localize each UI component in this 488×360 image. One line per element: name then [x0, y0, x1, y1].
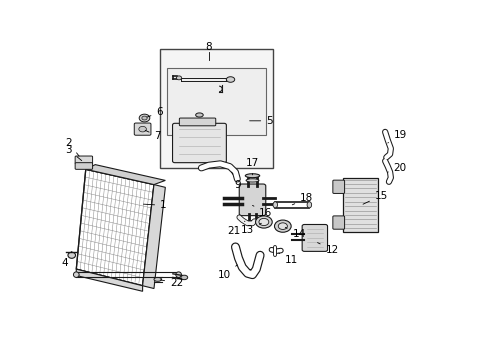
Ellipse shape — [181, 275, 187, 280]
Text: 11: 11 — [278, 253, 298, 265]
Circle shape — [176, 76, 181, 80]
Ellipse shape — [245, 174, 259, 177]
Text: 19: 19 — [387, 130, 406, 143]
Circle shape — [259, 219, 268, 226]
FancyBboxPatch shape — [134, 123, 151, 135]
Ellipse shape — [226, 77, 234, 82]
FancyBboxPatch shape — [239, 184, 265, 216]
Text: 20: 20 — [387, 163, 406, 174]
FancyBboxPatch shape — [179, 118, 215, 126]
Text: 16: 16 — [252, 205, 272, 218]
Ellipse shape — [272, 202, 277, 208]
Polygon shape — [76, 169, 154, 286]
Text: 3: 3 — [65, 145, 81, 161]
Text: 17: 17 — [245, 158, 259, 175]
Text: 1: 1 — [143, 201, 166, 210]
Circle shape — [274, 220, 290, 232]
Text: 18: 18 — [292, 193, 313, 205]
Bar — [167, 68, 265, 135]
Circle shape — [139, 114, 149, 122]
FancyBboxPatch shape — [302, 225, 327, 251]
FancyBboxPatch shape — [332, 180, 344, 193]
Bar — [159, 49, 273, 168]
Text: 21: 21 — [226, 221, 244, 236]
FancyBboxPatch shape — [172, 123, 226, 163]
Text: 22: 22 — [160, 278, 183, 288]
Text: 7: 7 — [145, 130, 161, 141]
Ellipse shape — [73, 272, 79, 278]
Polygon shape — [142, 185, 165, 288]
Ellipse shape — [245, 179, 259, 182]
Text: 4: 4 — [61, 252, 72, 268]
Text: 2: 2 — [65, 138, 79, 156]
Circle shape — [278, 223, 287, 229]
Text: 8: 8 — [205, 42, 212, 52]
Text: 6: 6 — [147, 108, 163, 117]
Text: 10: 10 — [217, 265, 237, 280]
Text: 9: 9 — [231, 172, 240, 190]
Circle shape — [255, 216, 272, 228]
FancyBboxPatch shape — [75, 163, 92, 169]
Bar — [343, 177, 377, 232]
Text: 13: 13 — [241, 223, 261, 235]
Text: 5: 5 — [249, 116, 272, 126]
Text: 15: 15 — [362, 191, 387, 204]
Text: 12: 12 — [317, 243, 338, 255]
Circle shape — [142, 116, 147, 120]
Polygon shape — [76, 269, 142, 291]
Text: 14: 14 — [285, 228, 305, 239]
Circle shape — [139, 126, 146, 132]
Ellipse shape — [306, 202, 311, 208]
FancyBboxPatch shape — [332, 216, 344, 229]
FancyBboxPatch shape — [75, 156, 92, 164]
Ellipse shape — [68, 252, 75, 258]
Ellipse shape — [175, 272, 181, 278]
Ellipse shape — [195, 113, 203, 117]
Ellipse shape — [154, 278, 161, 281]
Polygon shape — [85, 165, 165, 185]
